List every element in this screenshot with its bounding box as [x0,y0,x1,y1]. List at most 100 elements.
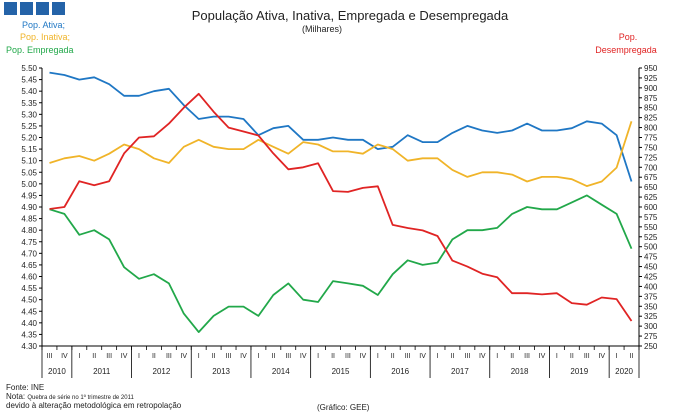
year-label: 2017 [451,367,469,376]
quarter-label: IV [240,353,247,360]
year-label: 2019 [570,367,588,376]
footer-note-line2: devido à alteração metodológica em retro… [6,401,182,410]
footer-note: Nota: Quebra de série no 1º trimestre de… [6,392,134,403]
right-tick-label: 325 [644,312,658,321]
quarter-label: II [510,353,514,360]
right-tick-label: 300 [644,322,658,331]
year-label: 2011 [93,367,111,376]
right-tick-label: 475 [644,253,658,262]
right-tick-label: 850 [644,104,658,113]
footer-source: Fonte: INE [6,383,45,392]
quarter-label: IV [598,353,605,360]
year-label: 2014 [272,367,290,376]
year-label: 2020 [615,367,633,376]
left-tick-label: 4.35 [21,330,37,339]
left-tick-label: 4.60 [21,273,37,282]
left-tick-label: 4.50 [21,296,37,305]
left-tick-label: 4.80 [21,226,37,235]
quarter-label: III [345,353,351,360]
left-tick-label: 5.15 [21,145,37,154]
axes: 4.30 4.35 4.40 4.45 4.50 4.55 4.60 4.65 4.70 4.75… [21,64,658,378]
quarter-label: IV [121,353,128,360]
series-line-pop-desempregada [49,92,633,322]
right-tick-label: 250 [644,342,658,351]
quarter-label: IV [419,353,426,360]
right-tick-label: 800 [644,124,658,133]
left-tick-label: 5.50 [21,64,37,73]
left-tick-label: 5.40 [21,87,37,96]
right-tick-label: 700 [644,163,658,172]
quarter-label: III [106,353,112,360]
chart-subtitle: (Milhares) [302,24,342,34]
left-tick-label: 4.90 [21,203,37,212]
quarter-label: I [556,353,558,360]
right-tick-label: 775 [644,134,658,143]
quarter-label: II [331,353,335,360]
legend-label-pop-inativa: Pop. Inativa; [20,32,70,42]
quarter-label: II [271,353,275,360]
quarter-label: IV [539,353,546,360]
year-label: 2012 [153,367,171,376]
left-tick-label: 4.85 [21,215,37,224]
left-tick-label: 4.40 [21,319,37,328]
left-tick-label: 5.35 [21,99,37,108]
left-tick-label: 4.70 [21,249,37,258]
quarter-label: I [437,353,439,360]
legend-label-pop-empregada: Pop. Empregada [6,45,74,55]
quarter-label: IV [180,353,187,360]
quarter-label: III [464,353,470,360]
right-tick-label: 375 [644,292,658,301]
right-tick-label: 725 [644,153,658,162]
footer-note-text: Quebra de série no 1º trimestre de 2011 [27,395,134,401]
quarter-label: III [285,353,291,360]
quarter-label: IV [479,353,486,360]
right-tick-label: 450 [644,263,658,272]
year-label: 2010 [48,367,66,376]
series-line-pop-empregada [49,194,633,334]
right-tick-label: 425 [644,273,658,282]
year-label: 2018 [511,367,529,376]
quarter-label: III [405,353,411,360]
left-tick-label: 5.10 [21,157,37,166]
right-tick-label: 525 [644,233,658,242]
year-label: 2013 [212,367,230,376]
legend-label-pop-desempregada-line2: Desempregada [595,45,657,55]
quarter-label: I [496,353,498,360]
header-swatch [36,2,49,15]
quarter-label: I [198,353,200,360]
footer-note-prefix: Nota: [6,392,26,401]
quarter-label: II [391,353,395,360]
right-tick-label: 600 [644,203,658,212]
quarter-label: I [257,353,259,360]
header-swatch [20,2,33,15]
header-swatch [4,2,17,15]
header-swatch [52,2,65,15]
quarter-label: III [524,353,530,360]
chart-title: População Ativa, Inativa, Empregada e De… [192,8,509,23]
right-tick-label: 900 [644,84,658,93]
left-tick-label: 4.45 [21,307,37,316]
left-tick-label: 5.05 [21,168,37,177]
quarter-label: I [78,353,80,360]
right-tick-label: 875 [644,94,658,103]
right-tick-label: 500 [644,243,658,252]
quarter-label: IV [300,353,307,360]
left-tick-label: 5.45 [21,76,37,85]
legend-label-pop-desempregada-line1: Pop. [619,32,638,42]
left-tick-label: 4.95 [21,191,37,200]
left-tick-label: 4.65 [21,261,37,270]
quarter-label: I [616,353,618,360]
right-tick-label: 550 [644,223,658,232]
legend-label-pop-ativa: Pop. Ativa; [22,20,65,30]
series-line-pop-ativa [49,71,633,182]
right-tick-label: 825 [644,114,658,123]
right-tick-label: 950 [644,64,658,73]
right-tick-label: 625 [644,193,658,202]
quarter-label: III [47,353,53,360]
right-tick-label: 750 [644,143,658,152]
quarter-label: IV [61,353,68,360]
series-line-pop-inativa [49,121,633,188]
year-label: 2015 [332,367,350,376]
header-swatches [4,2,65,15]
